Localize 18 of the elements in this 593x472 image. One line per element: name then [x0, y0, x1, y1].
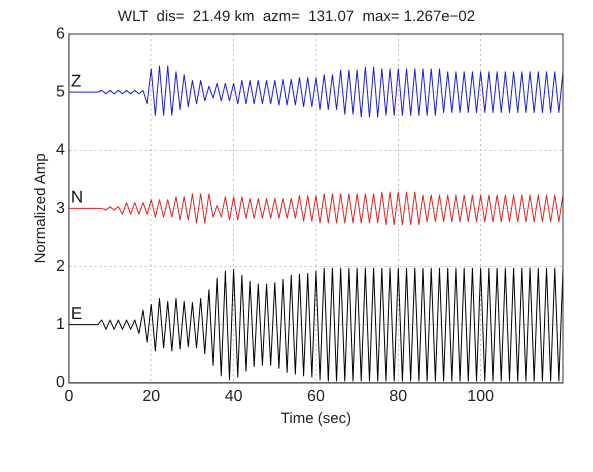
x-tick-label: 20 [142, 388, 160, 405]
x-tick-label: 100 [467, 388, 494, 405]
series-label: E [70, 304, 82, 323]
chart-title: WLT dis= 21.49 km azm= 131.07 max= 1.267e−02 [118, 8, 476, 26]
x-tick-label: 40 [224, 388, 243, 405]
y-tick-label: 2 [56, 258, 65, 275]
series-label: N [70, 188, 84, 207]
x-tick-label: 80 [389, 388, 408, 405]
y-tick-label: 1 [56, 316, 65, 334]
y-tick-label: 0 [56, 374, 65, 392]
x-tick-label: 60 [307, 388, 325, 405]
y-tick-label: 5 [56, 84, 65, 101]
y-tick-label: 3 [56, 200, 65, 217]
x-axis-title: Time (sec) [280, 410, 352, 428]
y-tick-label: 4 [56, 142, 65, 159]
series-label: Z [70, 71, 82, 90]
y-axis-title: Normalized Amp [32, 153, 50, 264]
y-tick-label: 6 [56, 25, 65, 42]
